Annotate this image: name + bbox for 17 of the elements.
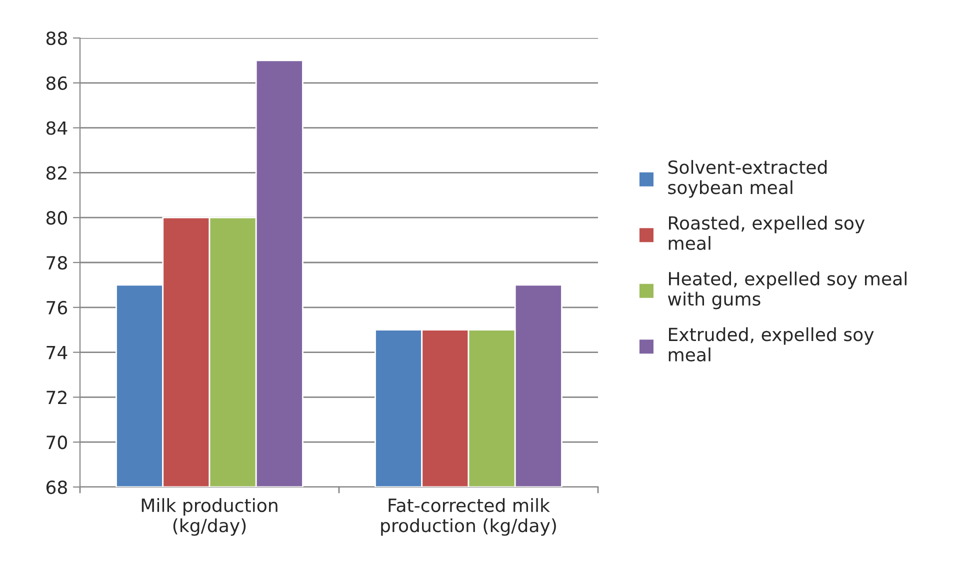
y-tick-label: 84: [46, 121, 68, 135]
legend-label: Solvent-extracted soybean meal: [668, 160, 827, 198]
legend-label: Roasted, expelled soy meal: [668, 216, 865, 250]
y-tick-label: 70: [46, 436, 67, 450]
y-tick-label: 78: [46, 256, 67, 270]
x-tick-label: Fat-corrected milk production (kg/day): [381, 498, 556, 536]
y-tick-label: 72: [46, 390, 66, 404]
y-tick-label: 76: [46, 300, 68, 315]
legend-label: Heated, expelled soy meal with gums: [668, 272, 906, 310]
y-tick-label: 82: [46, 166, 66, 180]
y-tick-label: 88: [46, 31, 67, 46]
y-tick-label: 80: [46, 211, 67, 225]
legend-label: Extruded, expelled soy meal: [668, 327, 874, 362]
x-tick-label: Milk production (kg/day): [142, 498, 278, 536]
y-tick-label: 68: [46, 480, 67, 494]
y-tick-label: 86: [46, 76, 68, 90]
y-tick-label: 74: [46, 346, 68, 360]
